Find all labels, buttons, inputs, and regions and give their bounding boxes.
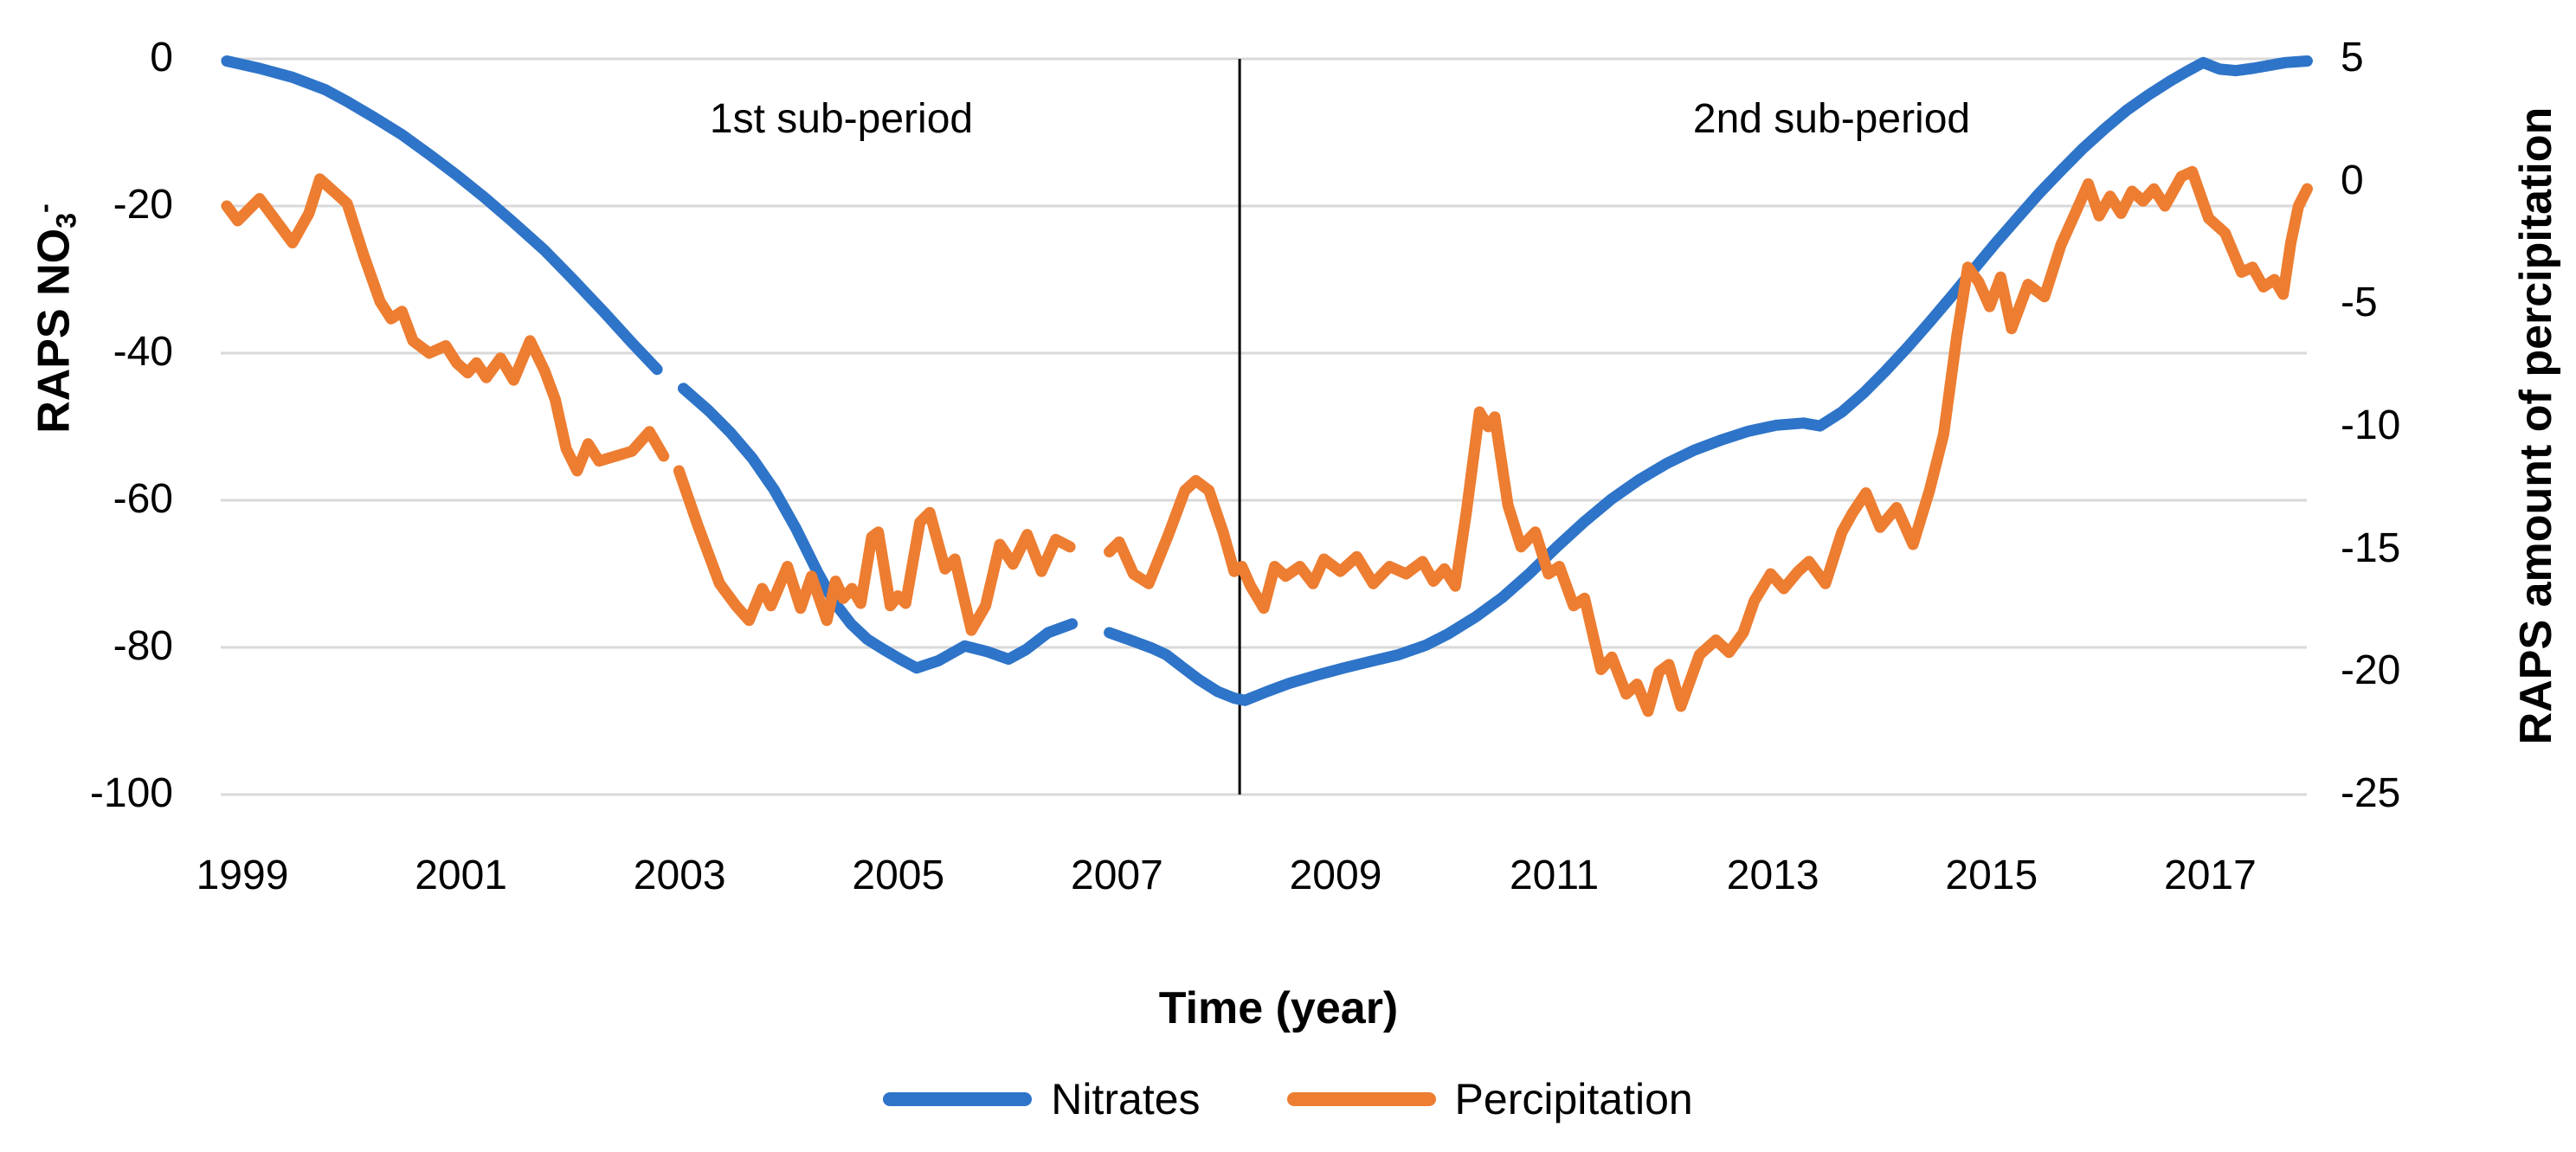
- legend-label-nitrates: Nitrates: [1051, 1075, 1201, 1123]
- y-left-tick-label: -40: [113, 329, 173, 375]
- x-tick-label: 2011: [1509, 853, 1600, 898]
- y-left-tick-label: -80: [113, 623, 173, 669]
- series-line-percipitation: [673, 465, 1076, 636]
- x-tick-label: 2007: [1071, 853, 1163, 898]
- legend-item-nitrates: Nitrates: [883, 1075, 1201, 1123]
- x-tick-label: 2001: [415, 853, 507, 898]
- series-line-percipitation: [1104, 165, 2313, 718]
- y-right-tick-label: 0: [2341, 157, 2364, 203]
- gridlines: [221, 57, 2307, 796]
- annotation-1st-sub-period: 1st sub-period: [709, 96, 974, 142]
- legend: Nitrates Percipitation: [0, 1075, 2576, 1123]
- series-line-nitrates: [678, 383, 1079, 674]
- y-right-tick-label: -10: [2341, 402, 2401, 448]
- x-tick-label: 2005: [852, 853, 945, 898]
- y-right-tick-label: 5: [2341, 35, 2364, 80]
- x-tick-label: 2015: [1945, 853, 2038, 898]
- y-right-tick-label: -5: [2341, 280, 2378, 326]
- percipitation-line-swatch-icon: [1286, 1092, 1436, 1106]
- x-axis-title: Time (year): [1158, 983, 1399, 1033]
- y-left-tick-label: 0: [150, 35, 173, 80]
- series-line-percipitation: [221, 173, 670, 477]
- series-line-nitrates: [221, 55, 663, 376]
- x-tick-label: 1999: [196, 853, 289, 898]
- x-tick-label: 2017: [2164, 853, 2257, 898]
- y-left-tick-label: -60: [113, 476, 173, 522]
- x-tick-label: 2003: [633, 853, 726, 898]
- y-left-tick-label: -100: [89, 770, 173, 816]
- y-right-tick-label: -15: [2341, 525, 2401, 571]
- y-left-axis-title: RAPS NO3-: [28, 203, 82, 434]
- y-right-tick-label: -25: [2341, 770, 2401, 816]
- series-line-nitrates: [1104, 55, 2313, 706]
- nitrates-line-swatch-icon: [883, 1092, 1033, 1106]
- legend-label-percipitation: Percipitation: [1454, 1075, 1693, 1123]
- y-left-tick-label: -20: [113, 182, 173, 228]
- y-right-axis-title: RAPS amount of percipitation: [2511, 106, 2561, 745]
- legend-item-percipitation: Percipitation: [1286, 1075, 1693, 1123]
- x-tick-label: 2009: [1289, 853, 1382, 898]
- annotation-2nd-sub-period: 2nd sub-period: [1692, 96, 1971, 142]
- y-right-tick-label: -20: [2341, 647, 2401, 694]
- x-tick-label: 2013: [1726, 853, 1819, 898]
